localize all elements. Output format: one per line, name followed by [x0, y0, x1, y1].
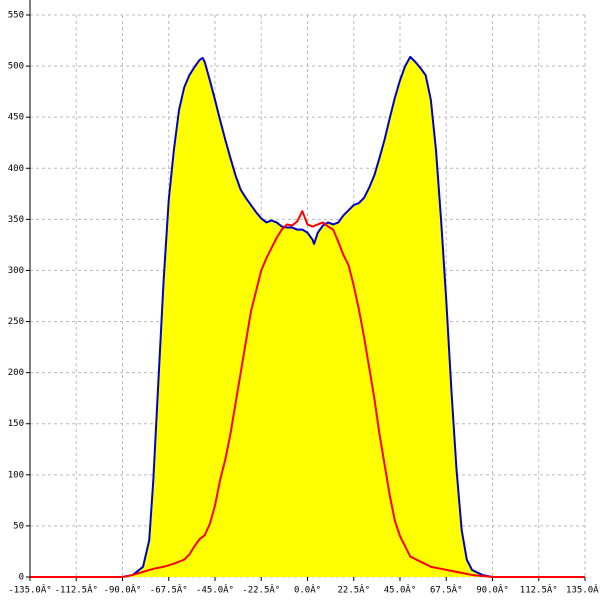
y-tick-label: 150 [8, 419, 24, 429]
x-tick-label: 22.5Â° [337, 584, 370, 596]
line [30, 55, 585, 578]
x-tick-label: -112.5Â° [55, 584, 98, 596]
y-tick-label: 200 [8, 368, 24, 378]
line [30, 210, 585, 578]
x-tick-label: -90.0Â° [104, 584, 142, 596]
x-tick-label: 135.0Â° [566, 584, 600, 596]
x-tick-label: 45.0Â° [384, 584, 417, 596]
y-tick-label: 300 [8, 266, 24, 276]
y-tick-label: 500 [8, 62, 24, 72]
y-tick-label: 450 [8, 113, 24, 123]
y-tick-label: 550 [8, 11, 24, 21]
x-tick-label: 112.5Â° [520, 584, 558, 596]
y-tick-label: 400 [8, 164, 24, 174]
y-tick-label: 100 [8, 470, 24, 480]
area [30, 56, 585, 578]
y-tick-label: 350 [8, 215, 24, 225]
x-tick-label: 67.5Â° [430, 584, 463, 596]
x-tick-label: 90.0Â° [476, 584, 509, 596]
x-tick-label: -45.0Â° [196, 584, 234, 596]
y-tick-label: 250 [8, 317, 24, 327]
x-tick-label: 0.0Â° [294, 584, 321, 596]
x-tick-label: -135.0Â° [8, 584, 51, 596]
y-tick-label: 50 [13, 521, 24, 531]
x-tick-label: -67.5Â° [150, 584, 188, 596]
x-tick-label: -22.5Â° [242, 584, 280, 596]
y-tick-label: 0 [19, 573, 24, 583]
